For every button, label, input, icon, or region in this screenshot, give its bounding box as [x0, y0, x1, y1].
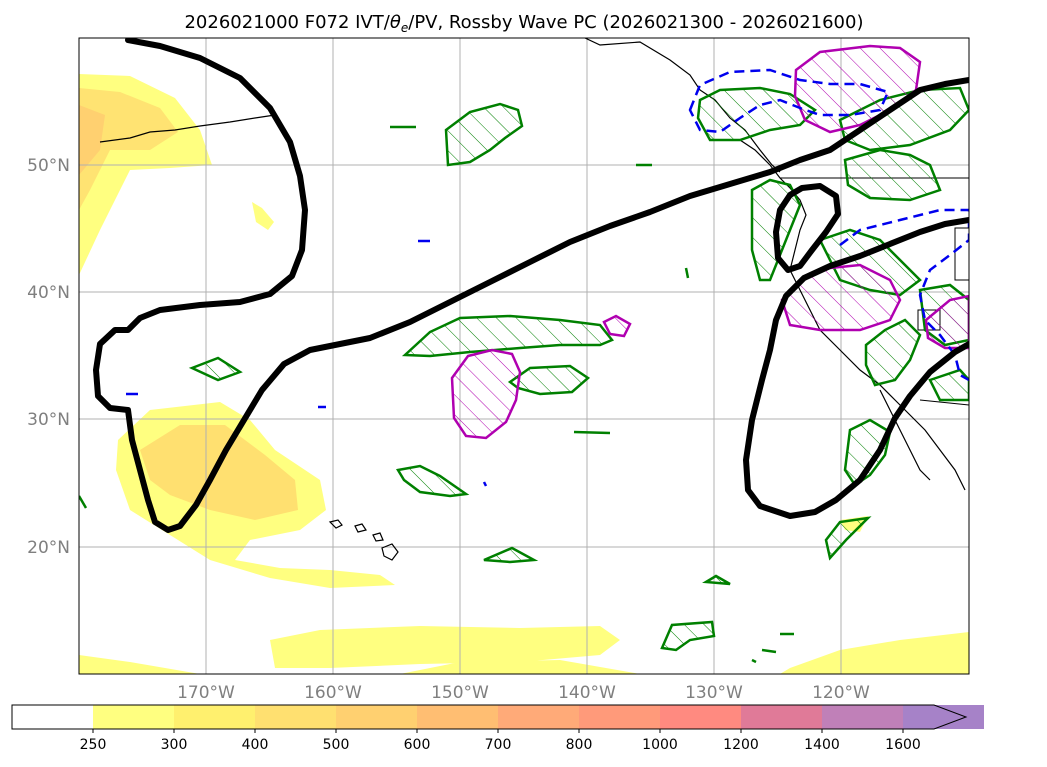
colorbar-segment	[93, 705, 174, 729]
green-region	[864, 318, 922, 387]
aleutians	[99, 114, 276, 143]
magenta-region	[924, 294, 969, 350]
colorbar-segment	[660, 705, 741, 729]
rossby-contour-loop	[773, 183, 841, 273]
colorbar-extend-arrow	[934, 705, 966, 729]
hawaii-4	[381, 543, 399, 561]
colorbar: 250 300 400 500 600 700 800 1000 1200 1400 1600	[11, 704, 984, 753]
magenta-region	[450, 348, 522, 440]
lat-label: 20°N	[27, 538, 70, 558]
blue-contour	[688, 68, 890, 134]
green-region	[702, 574, 731, 586]
lon-label: 140°W	[558, 683, 616, 703]
colorbar-tick-label: 400	[242, 737, 269, 753]
magenta-hatched-regions	[450, 44, 969, 440]
lon-label: 150°W	[431, 683, 489, 703]
green-region	[660, 620, 716, 652]
colorbar-segment	[579, 705, 660, 729]
colorbar-tick-label: 1200	[723, 737, 759, 753]
baja-coast	[879, 389, 931, 481]
hawaii-3	[372, 532, 384, 542]
colorbar-outline	[11, 704, 968, 730]
colorbar-tick-label: 300	[161, 737, 188, 753]
latitude-labels: 50°N 40°N 30°N 20°N	[27, 156, 70, 558]
green-region	[395, 464, 470, 498]
colorbar-segment	[336, 705, 417, 729]
rossby-wave-contours	[93, 38, 969, 533]
chart-title: 2026021000 F072 IVT/θe/PV, Rossby Wave P…	[184, 12, 863, 35]
colorbar-tick-label: 1400	[804, 737, 840, 753]
colorbar-tick-label: 600	[404, 737, 431, 753]
colorbar-segment	[741, 705, 822, 729]
map-border	[78, 37, 970, 675]
colorbar-tick-label: 800	[566, 737, 593, 753]
lat-label: 50°N	[27, 156, 70, 176]
ivt-region-central-inner	[140, 425, 298, 520]
green-region	[824, 516, 872, 561]
green-region	[483, 546, 539, 564]
ivt-region-west-core	[79, 105, 105, 175]
ivt-region-blob	[252, 202, 274, 230]
lon-label: 170°W	[177, 683, 235, 703]
ivt-region-south2	[79, 655, 200, 674]
blue-dots	[126, 239, 488, 487]
green-region	[188, 356, 243, 382]
ivt-region-southeast	[780, 632, 969, 674]
hawaii-2	[354, 523, 367, 533]
colorbar-segment	[12, 705, 93, 729]
magenta-region	[602, 314, 632, 338]
colorbar-segment	[255, 705, 336, 729]
colorbar-segment	[822, 705, 903, 729]
rossby-contour-east	[743, 217, 969, 519]
lon-label: 120°W	[812, 683, 870, 703]
hawaii-1	[328, 519, 343, 529]
colorbar-segment	[498, 705, 579, 729]
colorbar-tick-label: 1000	[642, 737, 678, 753]
lon-label: 160°W	[304, 683, 362, 703]
colorbar-tick-label: 500	[323, 737, 350, 753]
grid	[79, 38, 969, 674]
green-region	[843, 148, 942, 202]
rossby-contour-west	[93, 38, 969, 533]
green-region	[444, 102, 524, 167]
colorbar-tick-label: 700	[485, 737, 512, 753]
green-region	[507, 364, 591, 396]
green-small-bits	[79, 125, 794, 664]
green-region	[843, 418, 892, 487]
lat-label: 30°N	[27, 410, 70, 430]
colorbar-segment	[174, 705, 255, 729]
map-area	[79, 38, 969, 674]
green-region	[401, 314, 615, 358]
lon-label: 130°W	[685, 683, 743, 703]
colorbar-segment	[417, 705, 498, 729]
colorbar-tick-label: 250	[80, 737, 107, 753]
green-region	[928, 368, 969, 402]
lat-label: 40°N	[27, 283, 70, 303]
colorbar-tick-label: 1600	[885, 737, 921, 753]
ivt-region-south	[270, 626, 620, 668]
longitude-labels: 170°W 160°W 150°W 140°W 130°W 120°W	[177, 683, 870, 703]
